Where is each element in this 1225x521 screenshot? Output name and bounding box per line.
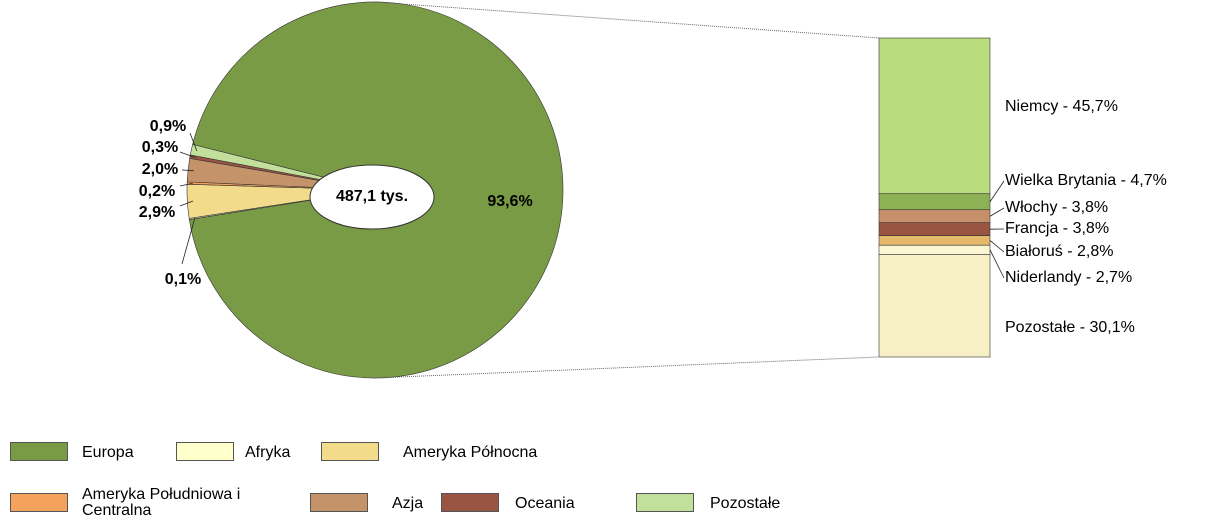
leader-line	[181, 169, 194, 172]
bar-segment	[878, 193, 991, 211]
legend-label: Pozostałe	[710, 495, 781, 512]
legend-label: Ameryka Północna	[403, 444, 538, 461]
leader-line	[179, 200, 194, 207]
data-label: Francja - 3,8%	[1005, 220, 1109, 237]
leader-line	[189, 132, 198, 152]
legend-swatch	[321, 442, 379, 461]
bar-segment	[878, 254, 991, 358]
center-ellipse	[309, 164, 435, 230]
data-label: 0,2%	[139, 183, 175, 200]
bar-segment	[878, 222, 991, 236]
legend-label: Ameryka Południowa i Centralna	[82, 486, 241, 519]
legend-label: Oceania	[515, 495, 575, 512]
leader-line	[989, 180, 1005, 202]
leader-line	[989, 207, 1005, 217]
data-label: 2,0%	[142, 161, 178, 178]
bar-segment	[878, 244, 991, 255]
legend-label: Europa	[82, 444, 134, 461]
leader-line	[181, 217, 196, 265]
data-label: 93,6%	[487, 193, 532, 210]
bar-segment	[878, 209, 991, 224]
legend-swatch	[176, 442, 234, 461]
data-label: 2,9%	[139, 204, 175, 221]
data-label: Niderlandy - 2,7%	[1005, 269, 1132, 286]
leader-line	[179, 151, 196, 159]
data-label: Pozostałe - 30,1%	[1005, 319, 1135, 336]
legend-swatch	[636, 493, 694, 512]
legend-label: Azja	[392, 495, 424, 512]
data-label: Białoruś - 2,8%	[1005, 243, 1114, 260]
data-label: 0,1%	[165, 271, 201, 288]
data-label: 0,9%	[150, 118, 186, 135]
data-label: Włochy - 3,8%	[1005, 199, 1108, 216]
bar-segment	[878, 37, 991, 195]
leader-line	[989, 240, 1005, 253]
center-label: 487,1 tys.	[336, 188, 408, 205]
bar-segment	[878, 235, 991, 246]
data-label: Niemcy - 45,7%	[1005, 98, 1118, 115]
legend-swatch	[10, 493, 68, 512]
connector	[374, 356, 880, 379]
legend-swatch	[441, 493, 499, 512]
legend-swatch	[10, 442, 68, 461]
connector	[374, 1, 880, 39]
legend-label: Afryka	[245, 444, 291, 461]
data-label: Wielka Brytania - 4,7%	[1005, 172, 1167, 189]
leader-line	[179, 182, 193, 187]
legend-swatch	[310, 493, 368, 512]
data-label: 0,3%	[142, 139, 178, 156]
leader-line	[989, 249, 1005, 279]
